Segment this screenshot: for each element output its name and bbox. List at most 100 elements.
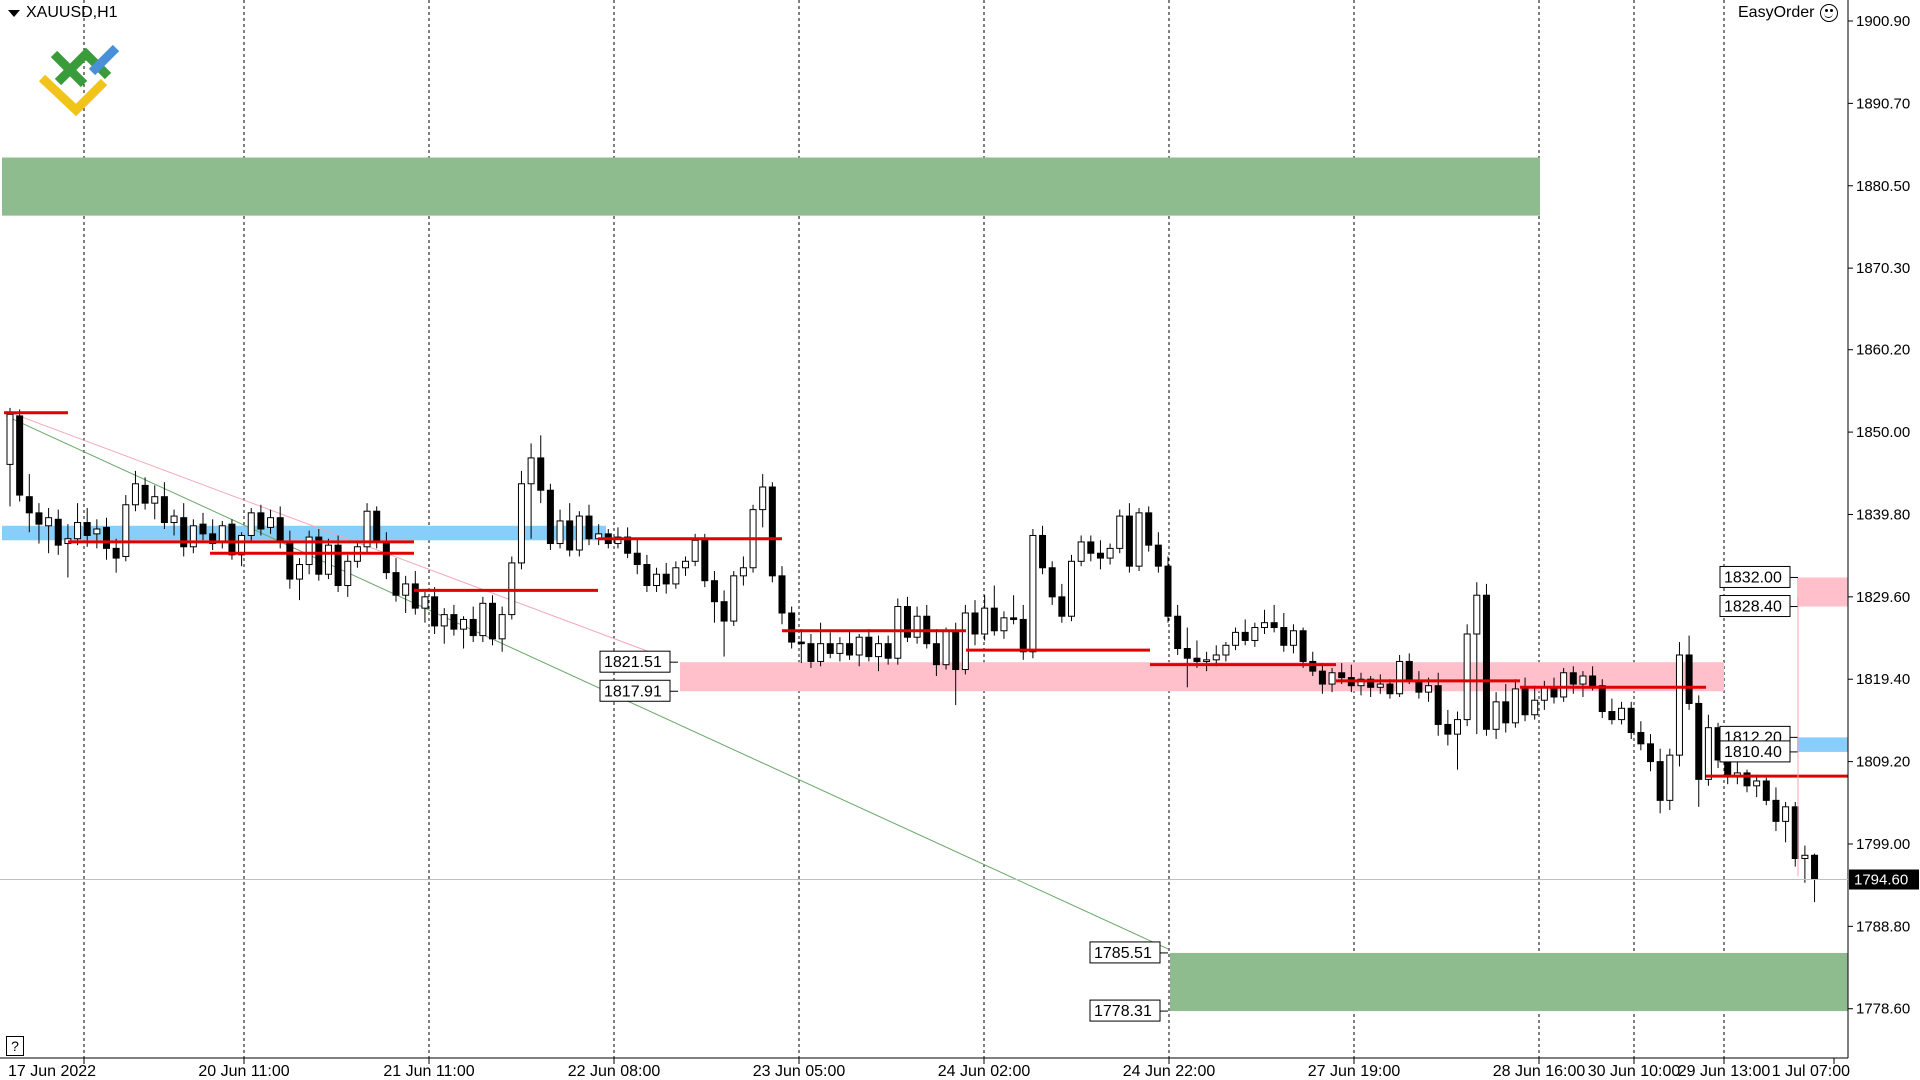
trendlines xyxy=(5,410,1169,950)
fx-logo-icon xyxy=(36,30,126,120)
price-tick-label: 1778.60 xyxy=(1856,1001,1910,1018)
candle-bear xyxy=(16,415,24,496)
candle-bear xyxy=(566,520,574,551)
zone-range xyxy=(2,525,606,541)
candle-bear xyxy=(1502,701,1510,724)
candle-bear xyxy=(392,572,400,596)
candle-bear xyxy=(228,523,236,556)
candle-bear xyxy=(1010,617,1018,620)
trendline xyxy=(5,415,1169,950)
candle-bear xyxy=(315,536,323,575)
candle-bear xyxy=(1241,631,1249,641)
candle-bear xyxy=(431,596,439,627)
candle-bull xyxy=(74,522,82,540)
candle-bear xyxy=(209,533,217,545)
candle-bull xyxy=(508,562,516,616)
candle-bull xyxy=(1666,754,1674,801)
candle-bear xyxy=(1811,854,1819,881)
candle-bull xyxy=(1000,617,1008,632)
candle-bear xyxy=(1569,672,1577,685)
candle-bear xyxy=(1647,743,1654,763)
candle-bear xyxy=(469,618,477,637)
candle-bull xyxy=(682,560,689,569)
candle-bear xyxy=(286,541,294,580)
candle-bear xyxy=(884,643,892,659)
price-tick-label: 1799.00 xyxy=(1856,836,1910,853)
candle-bull xyxy=(672,567,680,585)
candle-bull xyxy=(913,615,921,638)
candle-bull xyxy=(247,512,255,536)
zone-demand xyxy=(1170,952,1848,1012)
zone-price-labels: 1785.51 1778.31 1821.51 1817.91 1832.00 1828.… xyxy=(599,565,1799,1022)
candle-bull xyxy=(344,560,352,587)
levels xyxy=(4,411,1848,778)
candle-bull xyxy=(189,525,197,548)
candle-bull xyxy=(894,606,902,659)
candle-bull xyxy=(122,504,130,557)
candle-bull xyxy=(1203,659,1211,662)
price-axis[interactable]: 1900.90 1890.70 1880.50 1870.30 1860.20 1850.… xyxy=(0,13,1919,1018)
candle-bull xyxy=(421,596,429,609)
time-tick-label: 17 Jun 2022 xyxy=(8,1063,96,1080)
help-button[interactable]: ? xyxy=(6,1036,24,1056)
time-tick-label: 21 Jun 11:00 xyxy=(383,1063,474,1080)
time-tick-label: 23 Jun 05:00 xyxy=(753,1063,846,1080)
candle-bear xyxy=(450,614,458,630)
zone-supply xyxy=(2,157,1540,216)
candle-bull xyxy=(305,536,313,566)
candle-bear xyxy=(1589,675,1597,687)
candle-bear xyxy=(334,544,342,587)
candle-bear xyxy=(903,606,911,638)
symbol-title[interactable]: XAUUSD,H1 xyxy=(8,4,118,22)
candle-bear xyxy=(807,643,815,662)
zone-price-label: 1778.31 xyxy=(1094,1003,1152,1020)
candle-bull xyxy=(981,607,989,635)
candle-bear xyxy=(971,612,979,635)
candle-bear xyxy=(1405,660,1413,682)
candle-bull xyxy=(1782,806,1790,822)
candle-bear xyxy=(1270,622,1278,629)
candle-bull xyxy=(363,510,371,548)
zone-range xyxy=(1797,577,1848,607)
candle-bear xyxy=(112,547,120,559)
candle-bear xyxy=(990,607,998,632)
candle-bull xyxy=(1396,660,1404,695)
candle-bear xyxy=(768,486,776,577)
candles xyxy=(6,407,1819,903)
candle-bear xyxy=(643,564,651,587)
candle-bull xyxy=(575,515,583,551)
candle-bear xyxy=(141,484,149,504)
candle-bull xyxy=(961,612,969,671)
candle-bear xyxy=(1685,654,1693,704)
candle-bull xyxy=(653,573,661,587)
candle-bull xyxy=(759,486,767,511)
price-tick-label: 1900.90 xyxy=(1856,13,1910,30)
candle-bear xyxy=(788,612,796,643)
candle-bear xyxy=(1096,552,1104,559)
zone-price-label: 1821.51 xyxy=(604,654,662,671)
candle-bull xyxy=(1106,547,1114,559)
price-tick-label: 1809.20 xyxy=(1856,754,1910,771)
time-axis[interactable]: 17 Jun 2022 20 Jun 11:00 21 Jun 11:00 22 Ju… xyxy=(8,1058,1850,1080)
candle-bull xyxy=(45,517,53,527)
candle-bull xyxy=(440,614,448,627)
candle-bear xyxy=(1482,594,1490,730)
candle-bear xyxy=(952,630,960,671)
price-tick-label: 1829.60 xyxy=(1856,589,1910,606)
candle-bull xyxy=(151,496,159,504)
current-price-badge xyxy=(1849,869,1919,890)
candle-bull xyxy=(1212,654,1220,661)
candle-bear xyxy=(1367,678,1375,688)
candle-bear xyxy=(1415,680,1423,693)
easyorder-panel[interactable]: EasyOrder xyxy=(1738,4,1839,22)
time-tick-label: 1 Jul 07:00 xyxy=(1772,1063,1850,1080)
candle-bull xyxy=(730,575,738,622)
candle-bull xyxy=(614,536,622,545)
trendline xyxy=(5,410,663,658)
time-tick-label: 27 Jun 19:00 xyxy=(1308,1063,1401,1080)
candle-bull xyxy=(324,544,332,575)
dropdown-triangle-icon[interactable] xyxy=(8,9,20,17)
candle-bull xyxy=(1618,707,1626,721)
candle-bear xyxy=(710,580,718,603)
